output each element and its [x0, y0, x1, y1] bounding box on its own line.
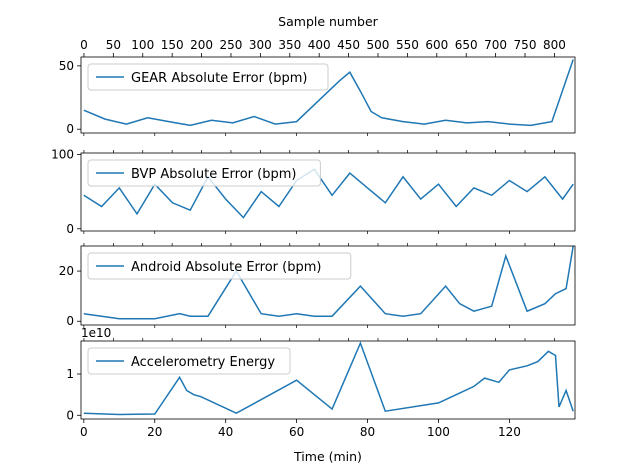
legend: BVP Absolute Error (bpm) [87, 159, 321, 187]
y-tick-label: 0 [66, 314, 74, 328]
legend-label: GEAR Absolute Error (bpm) [131, 71, 307, 86]
y-tick-label: 20 [59, 264, 74, 278]
legend: GEAR Absolute Error (bpm) [87, 63, 329, 91]
series-line [83, 246, 574, 320]
legend-label: Android Absolute Error (bpm) [131, 260, 321, 275]
top-tick-label: 400 [308, 38, 331, 52]
bottom-axis-title: Time (min) [293, 449, 362, 464]
legend-box [87, 347, 291, 375]
bottom-tick-label: 80 [360, 425, 375, 439]
top-tick-label: 300 [249, 38, 272, 52]
y-tick-label: 0 [66, 222, 74, 236]
top-tick-label: 0 [80, 38, 88, 52]
top-tick-label: 700 [484, 38, 507, 52]
panel-1: 0 50 GEAR Absolute Error (bpm) [59, 56, 576, 136]
offset-text: 1e10 [81, 326, 111, 340]
top-tick-label: 50 [106, 38, 121, 52]
legend-box [87, 252, 352, 280]
top-tick-label: 250 [220, 38, 243, 52]
bottom-tick-label: 60 [289, 425, 304, 439]
bottom-tick-label: 40 [218, 425, 233, 439]
axes-frame [80, 245, 576, 326]
y-tick-label: 1 [66, 367, 74, 381]
series-line [83, 59, 574, 127]
y-tick-label: 0 [66, 122, 74, 136]
bottom-tick-label: 120 [498, 425, 521, 439]
legend-box [87, 63, 329, 91]
series-line [83, 341, 574, 416]
legend: Android Absolute Error (bpm) [87, 252, 352, 280]
bottom-time-axis: 0 20 40 60 80 100 120 [80, 419, 521, 439]
bottom-tick-label: 20 [147, 425, 162, 439]
axes-frame [80, 340, 576, 420]
legend-label: Accelerometry Energy [131, 355, 275, 370]
top-tick-label: 450 [337, 38, 360, 52]
top-tick-label: 650 [455, 38, 478, 52]
legend-label: BVP Absolute Error (bpm) [131, 167, 296, 182]
top-axis-title: Sample number [278, 14, 378, 29]
top-tick-label: 350 [278, 38, 301, 52]
top-tick-label: 150 [161, 38, 184, 52]
top-tick-label: 800 [543, 38, 566, 52]
legend-box [87, 159, 321, 187]
top-tick-label: 750 [514, 38, 537, 52]
panel-3: 0 20 Android Absolute Error (bpm) [59, 243, 576, 328]
top-tick-label: 200 [190, 38, 213, 52]
axes-frame [80, 152, 576, 232]
panel-4: 0 1 Accelerometry Energy 1e10 [66, 326, 576, 422]
bottom-tick-label: 100 [427, 425, 450, 439]
top-tick-label: 100 [131, 38, 154, 52]
legend: Accelerometry Energy [87, 347, 291, 375]
series-line [83, 168, 574, 219]
axes-frame [80, 56, 576, 134]
panel-2: 0 100 BVP Absolute Error (bpm) [51, 147, 576, 236]
top-tick-label: 600 [425, 38, 448, 52]
y-tick-label: 0 [66, 408, 74, 422]
y-tick-label: 100 [51, 147, 74, 161]
top-sample-axis: 0 50 100 150 200 250 300 350 400 450 500 550 600 650 7… [80, 38, 566, 57]
top-tick-label: 550 [396, 38, 419, 52]
y-tick-label: 50 [59, 59, 74, 73]
top-tick-label: 500 [367, 38, 390, 52]
bottom-tick-label: 0 [80, 425, 88, 439]
